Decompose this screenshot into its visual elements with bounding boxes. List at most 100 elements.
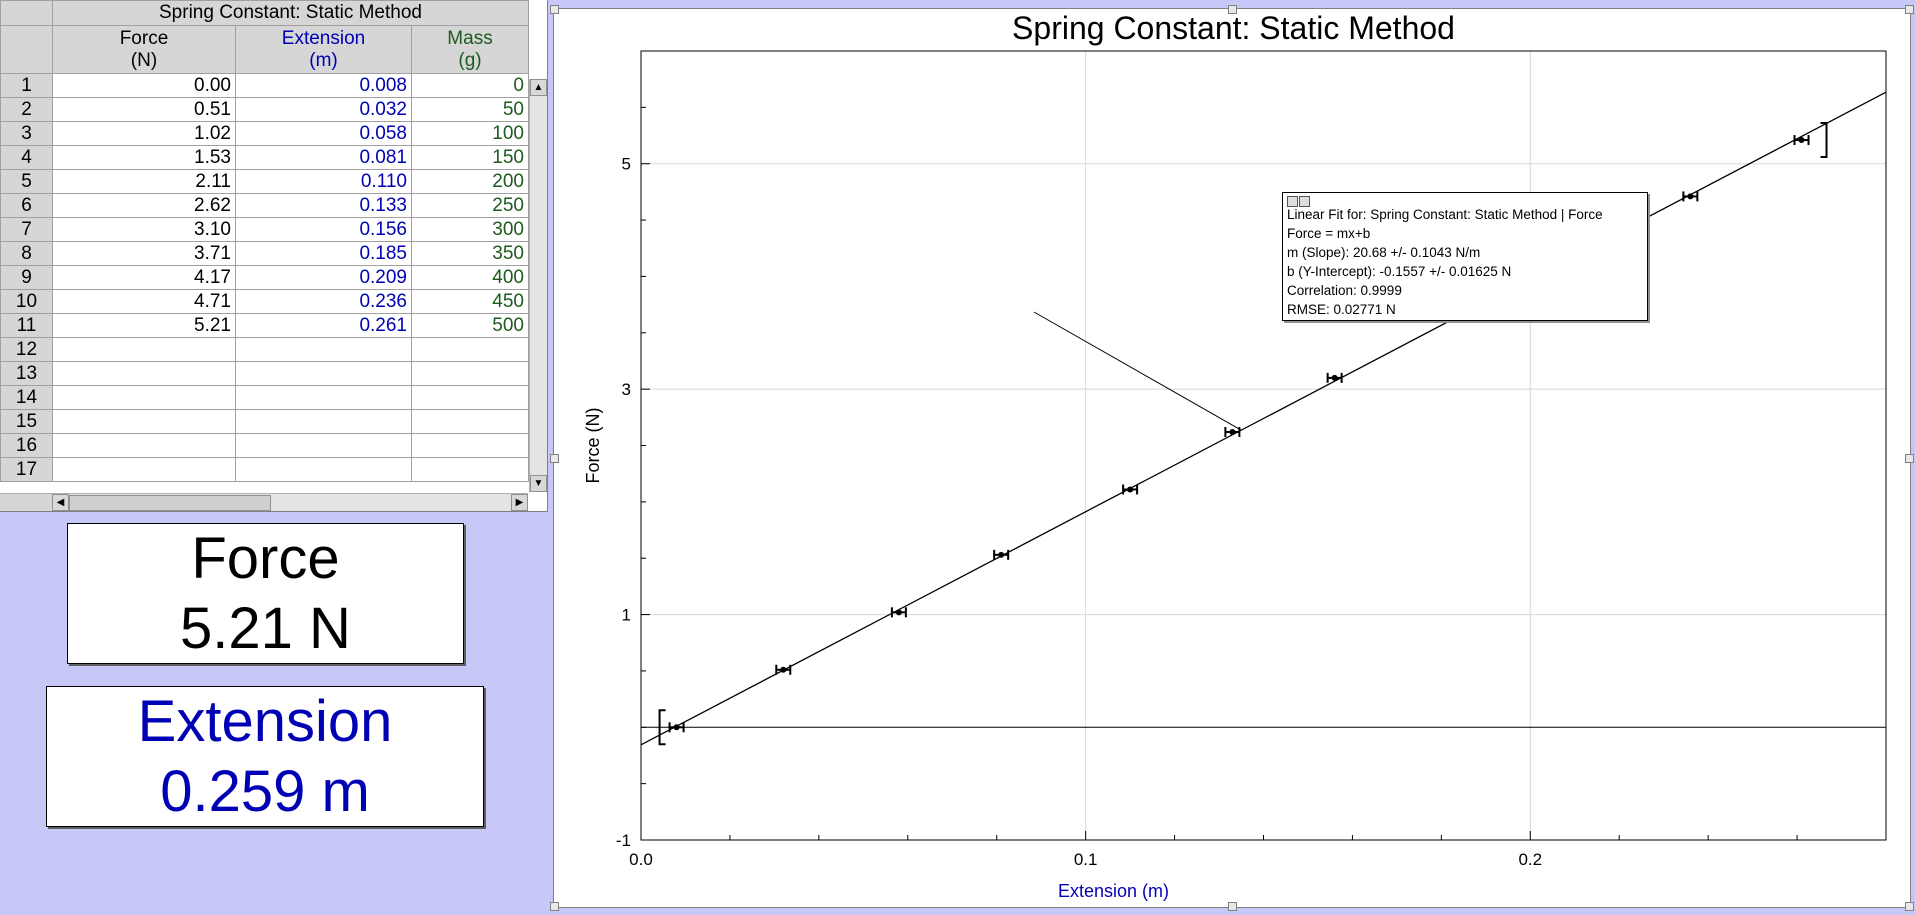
table-cell[interactable]: 0.209 — [235, 265, 412, 290]
table-row[interactable]: 9 4.17 0.209 400 — [0, 265, 529, 290]
data-point[interactable] — [998, 551, 1005, 558]
table-cell[interactable] — [52, 433, 236, 458]
column-header-force[interactable]: Force (N) — [52, 25, 236, 74]
table-cell[interactable]: 4.17 — [52, 265, 236, 290]
table-row[interactable]: 11 5.21 0.261 500 — [0, 313, 529, 338]
data-point[interactable] — [1127, 486, 1134, 493]
extension-meter[interactable]: Extension 0.259 m — [46, 686, 484, 827]
data-point[interactable] — [673, 724, 680, 731]
table-cell[interactable]: 5.21 — [52, 313, 236, 338]
resize-handle[interactable] — [1905, 454, 1914, 463]
table-cell[interactable] — [52, 457, 236, 482]
column-header-extension[interactable]: Extension (m) — [235, 25, 412, 74]
table-row[interactable]: 6 2.62 0.133 250 — [0, 193, 529, 218]
table-cell[interactable]: 0.261 — [235, 313, 412, 338]
resize-handle[interactable] — [1228, 5, 1237, 14]
table-cell[interactable]: 0.133 — [235, 193, 412, 218]
table-cell[interactable]: 2.62 — [52, 193, 236, 218]
resize-handle[interactable] — [1228, 902, 1237, 911]
table-cell[interactable]: 100 — [411, 121, 529, 146]
table-row[interactable]: 4 1.53 0.081 150 — [0, 145, 529, 170]
table-cell[interactable] — [52, 385, 236, 410]
table-cell[interactable]: 2.11 — [52, 169, 236, 194]
plot-area[interactable] — [640, 50, 1887, 841]
data-point[interactable] — [1798, 137, 1805, 144]
column-header-mass[interactable]: Mass (g) — [411, 25, 529, 74]
data-point[interactable] — [1331, 374, 1338, 381]
row-number[interactable]: 10 — [0, 289, 53, 314]
table-cell[interactable]: 1.53 — [52, 145, 236, 170]
data-point[interactable] — [895, 609, 902, 616]
row-number[interactable]: 2 — [0, 97, 53, 122]
table-row[interactable]: 10 4.71 0.236 450 — [0, 289, 529, 314]
table-cell[interactable] — [235, 385, 412, 410]
table-cell[interactable]: 0.058 — [235, 121, 412, 146]
table-cell[interactable] — [235, 409, 412, 434]
row-number[interactable]: 12 — [0, 337, 53, 362]
row-number[interactable]: 8 — [0, 241, 53, 266]
table-row[interactable]: 12 — [0, 337, 529, 362]
horizontal-scroll-thumb[interactable] — [69, 495, 271, 511]
row-number[interactable]: 3 — [0, 121, 53, 146]
data-point[interactable] — [1687, 193, 1694, 200]
table-row[interactable]: 5 2.11 0.110 200 — [0, 169, 529, 194]
table-row[interactable]: 2 0.51 0.032 50 — [0, 97, 529, 122]
table-cell[interactable] — [235, 457, 412, 482]
table-row[interactable]: 13 — [0, 361, 529, 386]
table-cell[interactable]: 400 — [411, 265, 529, 290]
table-cell[interactable] — [52, 409, 236, 434]
table-cell[interactable]: 500 — [411, 313, 529, 338]
table-cell[interactable]: 0.110 — [235, 169, 412, 194]
row-number[interactable]: 13 — [0, 361, 53, 386]
table-cell[interactable]: 4.71 — [52, 289, 236, 314]
table-cell[interactable]: 300 — [411, 217, 529, 242]
table-cell[interactable]: 200 — [411, 169, 529, 194]
table-cell[interactable]: 3.71 — [52, 241, 236, 266]
row-number[interactable]: 4 — [0, 145, 53, 170]
table-cell[interactable]: 150 — [411, 145, 529, 170]
table-cell[interactable]: 250 — [411, 193, 529, 218]
row-number[interactable]: 15 — [0, 409, 53, 434]
table-cell[interactable]: 0.032 — [235, 97, 412, 122]
fit-range-end-bracket[interactable] — [1820, 122, 1828, 159]
resize-handle[interactable] — [1905, 5, 1914, 14]
table-cell[interactable] — [52, 361, 236, 386]
scroll-left-icon[interactable]: ◀ — [52, 494, 69, 511]
row-number[interactable]: 9 — [0, 265, 53, 290]
table-row[interactable]: 15 — [0, 409, 529, 434]
table-cell[interactable]: 0.008 — [235, 73, 412, 98]
table-cell[interactable] — [411, 433, 529, 458]
table-row[interactable]: 14 — [0, 385, 529, 410]
row-number[interactable]: 14 — [0, 385, 53, 410]
data-point[interactable] — [1229, 428, 1236, 435]
vertical-scrollbar[interactable]: ▲ ▼ — [529, 79, 547, 492]
row-number[interactable]: 7 — [0, 217, 53, 242]
table-cell[interactable]: 0 — [411, 73, 529, 98]
table-cell[interactable]: 0.156 — [235, 217, 412, 242]
resize-handle[interactable] — [550, 5, 559, 14]
table-cell[interactable] — [235, 433, 412, 458]
linear-fit-line[interactable] — [640, 91, 1887, 746]
table-cell[interactable] — [52, 337, 236, 362]
force-meter[interactable]: Force 5.21 N — [67, 523, 464, 664]
table-cell[interactable] — [411, 361, 529, 386]
scroll-up-icon[interactable]: ▲ — [530, 79, 547, 96]
table-cell[interactable] — [235, 361, 412, 386]
table-row[interactable]: 8 3.71 0.185 350 — [0, 241, 529, 266]
force-vs-extension-chart[interactable]: Spring Constant: Static Method 0.0 0.1 0.2 -… — [554, 9, 1910, 907]
table-cell[interactable]: 0.51 — [52, 97, 236, 122]
row-number[interactable]: 6 — [0, 193, 53, 218]
horizontal-scrollbar[interactable]: ◀ ▶ — [52, 493, 528, 511]
table-cell[interactable]: 350 — [411, 241, 529, 266]
row-number[interactable]: 11 — [0, 313, 53, 338]
table-row[interactable]: 3 1.02 0.058 100 — [0, 121, 529, 146]
scroll-right-icon[interactable]: ▶ — [511, 494, 528, 511]
graph-panel[interactable]: Spring Constant: Static Method 0.0 0.1 0.2 -… — [550, 5, 1914, 911]
table-cell[interactable]: 50 — [411, 97, 529, 122]
options-icon[interactable] — [1299, 196, 1310, 207]
table-row[interactable]: 17 — [0, 457, 529, 482]
resize-handle[interactable] — [550, 902, 559, 911]
linear-fit-box[interactable]: Linear Fit for: Spring Constant: Static … — [1282, 192, 1648, 321]
table-cell[interactable] — [235, 337, 412, 362]
row-number[interactable]: 1 — [0, 73, 53, 98]
